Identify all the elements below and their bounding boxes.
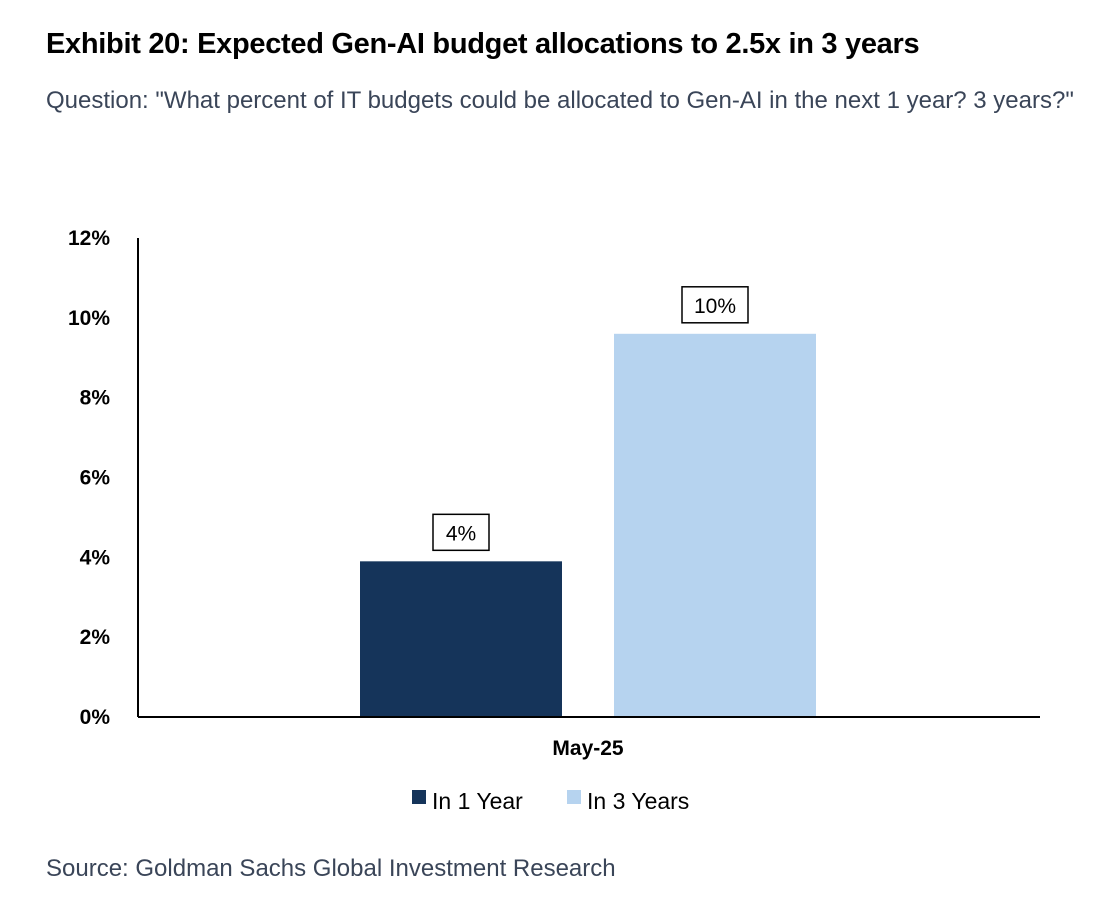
exhibit-title: Exhibit 20: Expected Gen-AI budget alloc… bbox=[46, 28, 920, 60]
bar-in-3-years bbox=[614, 333, 816, 717]
x-axis-categories: May-25 bbox=[552, 737, 624, 760]
legend-label: In 1 Year bbox=[432, 788, 523, 814]
question-subtitle: Question: "What percent of IT budgets co… bbox=[46, 87, 1074, 114]
data-label: 10% bbox=[694, 295, 736, 318]
legend-label: In 3 Years bbox=[587, 788, 689, 814]
y-tick-label: 6% bbox=[80, 467, 111, 490]
legend-swatch bbox=[567, 790, 581, 804]
y-tick-label: 4% bbox=[80, 546, 111, 569]
y-tick-label: 10% bbox=[68, 307, 110, 330]
y-tick-label: 12% bbox=[68, 227, 110, 250]
data-labels: 4% 10% bbox=[432, 286, 749, 552]
x-category-label: May-25 bbox=[552, 737, 624, 760]
data-label-box bbox=[681, 286, 749, 324]
bar-in-1-year bbox=[360, 561, 562, 717]
data-label: 4% bbox=[446, 522, 476, 545]
y-tick-label: 2% bbox=[80, 626, 111, 649]
legend: In 1 Year In 3 Years bbox=[412, 788, 689, 814]
y-tick-label: 8% bbox=[80, 387, 111, 410]
bars bbox=[360, 333, 816, 717]
y-tick-label: 0% bbox=[80, 706, 111, 729]
data-label-box bbox=[432, 513, 490, 552]
y-axis-ticks: 0% 2% 4% 6% 8% 10% 12% bbox=[68, 227, 110, 729]
legend-swatch bbox=[412, 790, 426, 804]
source-note: Source: Goldman Sachs Global Investment … bbox=[46, 855, 616, 882]
